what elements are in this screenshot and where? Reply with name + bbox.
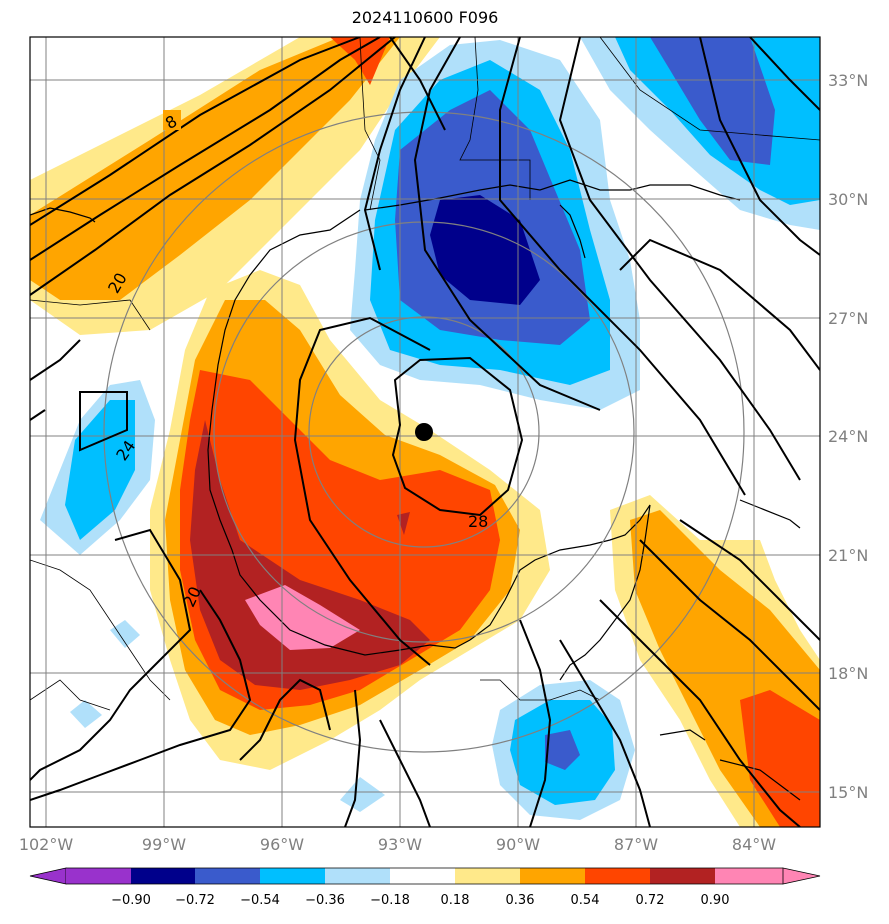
- colorbar-segment: [455, 868, 520, 884]
- colorbar: −0.90 −0.72 −0.54 −0.36 −0.18 0.18 0.36 …: [29, 867, 821, 908]
- lat-tick-labels: 33°N 30°N 27°N 24°N 21°N 18°N 15°N: [828, 71, 868, 802]
- lat-label: 18°N: [828, 664, 868, 683]
- hurricane-center-marker: [415, 423, 433, 441]
- map-plot-area: 8 20 24 20 28: [30, 37, 820, 827]
- lat-label: 27°N: [828, 309, 868, 328]
- colorbar-label: 0.36: [506, 893, 535, 908]
- lat-label: 15°N: [828, 783, 868, 802]
- colorbar-segment: [195, 868, 260, 884]
- colorbar-segment: [520, 868, 585, 884]
- height-contours: [30, 37, 820, 827]
- lat-label: 30°N: [828, 190, 868, 209]
- contour-label: 28: [468, 512, 488, 531]
- map-title: 2024110600 F096: [351, 8, 499, 27]
- lon-label: 84°W: [732, 835, 776, 854]
- cold-anomaly-south: [340, 680, 635, 820]
- warm-anomaly-northwest: [30, 37, 440, 335]
- colorbar-label: 0.54: [571, 893, 600, 908]
- colorbar-label: −0.72: [175, 893, 215, 908]
- colorbar-label: 0.90: [701, 893, 730, 908]
- colorbar-label: −0.54: [240, 893, 280, 908]
- lat-label: 33°N: [828, 71, 868, 90]
- lon-label: 93°W: [378, 835, 422, 854]
- lat-label: 21°N: [828, 546, 868, 565]
- lon-label: 96°W: [260, 835, 304, 854]
- range-rings: [103, 111, 745, 753]
- colorbar-segment: [585, 868, 650, 884]
- colorbar-label: −0.36: [305, 893, 345, 908]
- colorbar-segment: [66, 868, 131, 884]
- colorbar-label: −0.90: [111, 893, 151, 908]
- lon-tick-labels: 102°W 99°W 96°W 93°W 90°W 87°W 84°W: [19, 835, 776, 854]
- gridlines: [30, 37, 820, 827]
- colorbar-segment: [650, 868, 715, 884]
- lat-label: 24°N: [828, 427, 868, 446]
- colorbar-extend-low: [29, 867, 67, 885]
- lon-label: 99°W: [142, 835, 186, 854]
- colorbar-labels: −0.90 −0.72 −0.54 −0.36 −0.18 0.18 0.36 …: [111, 893, 729, 908]
- cold-anomaly-northeast: [580, 37, 820, 230]
- map-frame: [29, 36, 821, 828]
- colorbar-label: −0.18: [370, 893, 410, 908]
- colorbar-segment: [131, 868, 195, 884]
- lon-label: 102°W: [19, 835, 74, 854]
- lon-label: 87°W: [614, 835, 658, 854]
- colorbar-segment: [390, 868, 455, 884]
- lon-label: 90°W: [496, 835, 540, 854]
- colorbar-label: 0.72: [636, 893, 665, 908]
- colorbar-extend-high: [782, 867, 821, 885]
- colorbar-segment: [325, 868, 390, 884]
- warm-anomaly-central: [150, 270, 550, 770]
- colorbar-segment: [260, 868, 325, 884]
- warm-anomaly-southeast: [610, 495, 820, 827]
- colorbar-segment: [715, 868, 783, 884]
- colorbar-label: 0.18: [441, 893, 470, 908]
